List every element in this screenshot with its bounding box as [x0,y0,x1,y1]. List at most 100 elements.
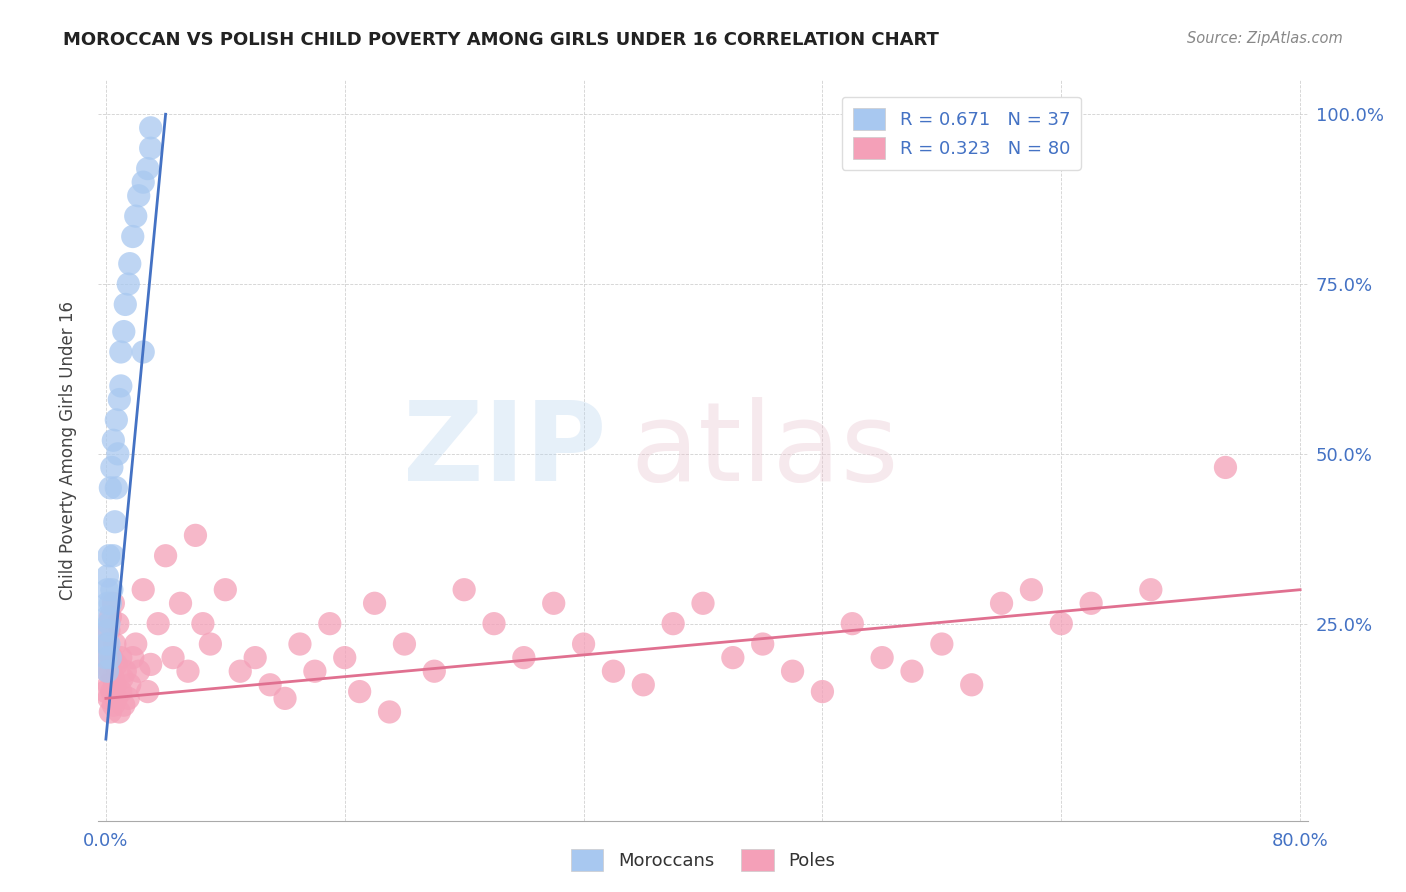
Point [110,650,132,665]
Text: Source: ZipAtlas.com: Source: ZipAtlas.com [1187,31,1343,46]
Point [288,637,311,651]
Point [96,664,118,678]
Text: atlas: atlas [630,397,898,504]
Point [111,671,134,685]
Point [136,161,159,176]
Point [104,678,127,692]
Point [96,664,118,678]
Legend: Moroccans, Poles: Moroccans, Poles [564,842,842,879]
Point [191,616,214,631]
Point [931,637,953,651]
Point [692,596,714,610]
Point [104,637,127,651]
Point [121,229,143,244]
Point [394,637,416,651]
Point [96,596,118,610]
Point [98,610,121,624]
Point [751,637,773,651]
Point [103,698,125,713]
Point [662,616,685,631]
Point [98,705,121,719]
Point [125,209,148,223]
Point [117,277,139,291]
Point [105,657,128,672]
Point [146,616,169,631]
Point [98,596,121,610]
Point [423,664,446,678]
Point [101,684,124,698]
Point [118,257,141,271]
Point [114,664,136,678]
Point [98,481,121,495]
Point [1080,596,1102,610]
Point [259,678,281,692]
Point [572,637,595,651]
Point [513,650,536,665]
Point [128,664,150,678]
Point [602,664,624,678]
Point [97,549,120,563]
Point [162,650,184,665]
Point [1021,582,1043,597]
Point [101,460,124,475]
Point [121,650,143,665]
Point [349,684,371,698]
Point [214,582,236,597]
Point [333,650,356,665]
Point [543,596,565,610]
Point [482,616,505,631]
Point [990,596,1012,610]
Point [274,691,297,706]
Point [110,684,132,698]
Point [901,664,924,678]
Point [132,582,155,597]
Point [114,297,136,311]
Point [118,678,141,692]
Point [97,624,120,638]
Point [841,616,863,631]
Point [1140,582,1163,597]
Point [128,188,150,202]
Text: ZIP: ZIP [404,397,606,504]
Point [110,379,132,393]
Point [811,684,834,698]
Point [782,664,804,678]
Point [132,345,155,359]
Point [378,705,401,719]
Point [96,624,118,638]
Point [139,657,162,672]
Point [184,528,207,542]
Point [117,691,139,706]
Point [94,637,117,651]
Point [200,637,222,651]
Legend: R = 0.671   N = 37, R = 0.323   N = 80: R = 0.671 N = 37, R = 0.323 N = 80 [842,96,1081,169]
Point [870,650,893,665]
Point [104,515,127,529]
Point [453,582,475,597]
Point [98,664,121,678]
Point [229,664,252,678]
Point [107,616,129,631]
Text: MOROCCAN VS POLISH CHILD POVERTY AMONG GIRLS UNDER 16 CORRELATION CHART: MOROCCAN VS POLISH CHILD POVERTY AMONG G… [63,31,939,49]
Point [98,650,121,665]
Point [107,447,129,461]
Point [243,650,266,665]
Point [97,616,120,631]
Point [97,637,120,651]
Point [94,650,117,665]
Point [96,569,118,583]
Point [363,596,385,610]
Point [136,684,159,698]
Point [105,413,128,427]
Point [105,481,128,495]
Point [101,582,124,597]
Point [155,549,177,563]
Point [96,610,118,624]
Point [960,678,983,692]
Point [319,616,342,631]
Point [103,671,125,685]
Point [105,691,128,706]
Point [97,691,120,706]
Point [96,650,118,665]
Point [633,678,655,692]
